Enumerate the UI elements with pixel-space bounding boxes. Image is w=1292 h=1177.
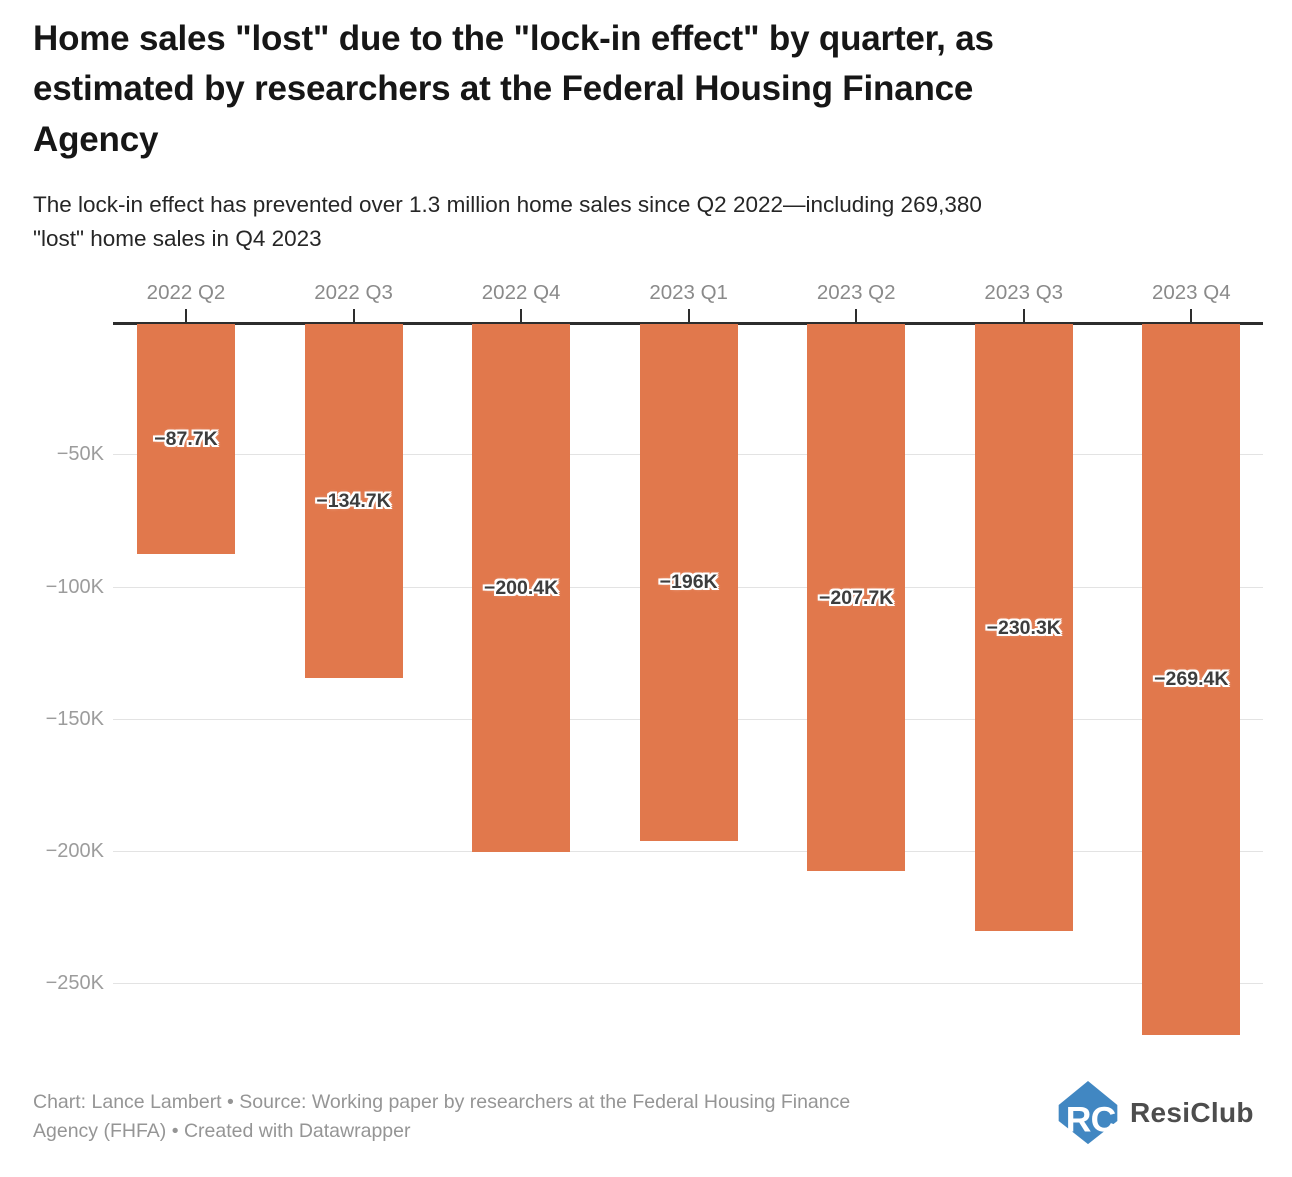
- category-label: 2023 Q2: [816, 281, 896, 304]
- chart-subtitle: The lock-in effect has prevented over 1.…: [33, 188, 1263, 256]
- resiclub-house-icon: R C: [1058, 1081, 1118, 1145]
- bar-value-label: −134.7K: [316, 490, 391, 513]
- bar-value-label: −207.7K: [819, 586, 894, 609]
- y-axis-tick-label: −250K: [45, 972, 104, 995]
- axis-tick-mark: [352, 309, 355, 322]
- axis-tick-mark: [185, 309, 187, 322]
- bar-value-label: −269.4K: [1154, 668, 1229, 691]
- bar-2023-q3: [974, 324, 1073, 932]
- subtitle-line-1: The lock-in effect has prevented over 1.…: [33, 192, 982, 217]
- bar-value-label: −200.4K: [483, 577, 559, 600]
- footer-credit-line-2: Agency (FHFA) • Created with Datawrapper: [33, 1120, 411, 1143]
- y-axis-tick-label: −100K: [45, 575, 104, 598]
- footer-credit-line-1: Chart: Lance Lambert • Source: Working p…: [33, 1091, 851, 1113]
- footer-credit: Chart: Lance Lambert • Source: Working p…: [33, 1088, 1033, 1147]
- svg-text:C: C: [1091, 1100, 1117, 1140]
- resiclub-logo-text: ResiClub: [1130, 1097, 1254, 1128]
- y-gridline: [113, 851, 1263, 853]
- bar-2023-q2: [807, 324, 906, 872]
- resiclub-logo: R C ResiClub: [1056, 1072, 1266, 1154]
- bar-value-label: −196K: [659, 571, 718, 594]
- category-label: 2023 Q3: [984, 281, 1064, 304]
- title-line-2: estimated by researchers at the Federal …: [33, 69, 974, 109]
- bar-2023-q1: [639, 324, 738, 841]
- svg-text:R: R: [1066, 1100, 1092, 1140]
- category-label: 2023 Q1: [649, 281, 728, 304]
- bar-2022-q4: [472, 324, 571, 853]
- y-gridline: [113, 983, 1263, 985]
- title-line-3: Agency: [33, 119, 159, 159]
- y-axis-tick-label: −50K: [56, 443, 104, 466]
- category-label: 2022 Q2: [146, 281, 226, 304]
- axis-tick-mark: [1190, 309, 1193, 322]
- y-axis-tick-label: −150K: [45, 707, 104, 730]
- bar-value-label: −230.3K: [986, 616, 1061, 639]
- category-label: 2022 Q3: [314, 281, 393, 304]
- axis-tick-mark: [1022, 309, 1025, 322]
- bar-2023-q4: [1142, 324, 1241, 1035]
- y-axis-tick-label: −200K: [45, 840, 104, 863]
- axis-tick-mark: [687, 309, 690, 322]
- axis-tick-mark: [855, 309, 858, 322]
- bar-value-label: −87.7K: [154, 428, 218, 450]
- chart-title: Home sales "lost" due to the "lock-in ef…: [33, 14, 1243, 165]
- category-label: 2023 Q4: [1151, 281, 1231, 304]
- category-label: 2022 Q4: [481, 281, 561, 304]
- subtitle-line-2: "lost" home sales in Q4 2023: [33, 225, 322, 251]
- x-axis-line: [113, 322, 1263, 325]
- bar-2022-q2: [137, 324, 235, 554]
- title-line-1: Home sales "lost" due to the "lock-in ef…: [33, 19, 994, 58]
- axis-tick-mark: [520, 309, 523, 322]
- bar-2022-q3: [304, 324, 403, 679]
